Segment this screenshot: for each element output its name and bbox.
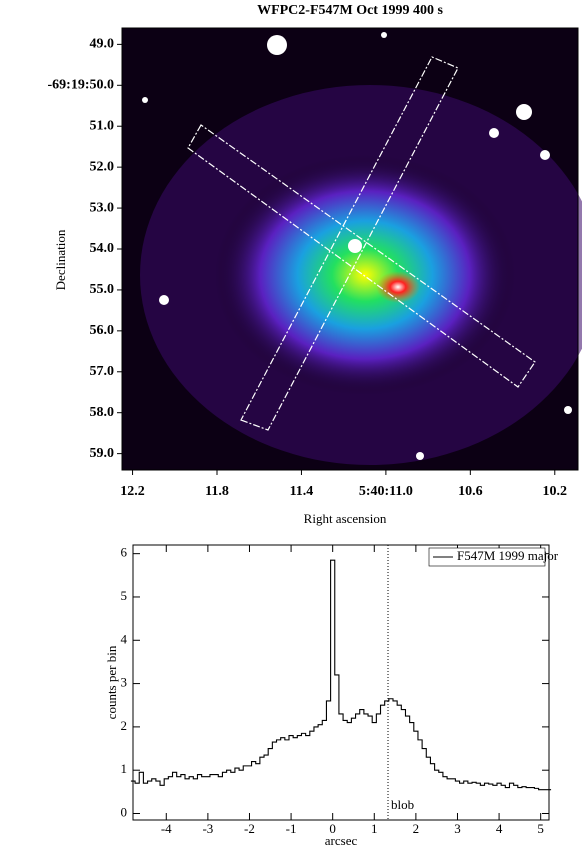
- x-tick-label: 5:40:11.0: [359, 484, 413, 499]
- y-tick-label: 58.0: [90, 405, 115, 420]
- x-tick-label: 10.6: [458, 484, 483, 499]
- y-axis-label: counts per bin: [104, 645, 119, 719]
- sky-image: [121, 27, 582, 471]
- x-tick-label: 12.2: [120, 484, 145, 499]
- step-line: [130, 559, 552, 791]
- y-tick-label: 0: [121, 804, 128, 819]
- x-tick-label: 11.4: [290, 484, 314, 499]
- y-tick-label: 2: [121, 718, 128, 733]
- y-axis-label: Declination: [53, 229, 68, 290]
- y-tick-label: 53.0: [90, 200, 115, 215]
- x-tick-label: -4: [161, 821, 172, 836]
- legend-label: F547M 1999 major: [457, 548, 559, 563]
- x-tick-label: 3: [454, 821, 461, 836]
- y-tick-label: 6: [121, 545, 128, 560]
- x-tick-label: -2: [244, 821, 255, 836]
- x-tick-label: 11.8: [205, 484, 229, 499]
- y-tick-label: 57.0: [90, 364, 115, 379]
- x-tick-label: -3: [202, 821, 213, 836]
- y-tick-label: 56.0: [90, 323, 115, 338]
- x-tick-label: 10.2: [543, 484, 568, 499]
- y-tick-label: 4: [121, 631, 128, 646]
- y-tick-label: 55.0: [90, 282, 115, 297]
- x-tick-label: 2: [413, 821, 420, 836]
- y-tick-label: 1: [121, 761, 128, 776]
- x-tick-label: -1: [286, 821, 297, 836]
- x-tick-label: 0: [329, 821, 336, 836]
- x-tick-label: 4: [496, 821, 503, 836]
- x-tick-label: 5: [537, 821, 544, 836]
- y-tick-label: 3: [121, 675, 128, 690]
- y-tick-label: 51.0: [90, 118, 115, 133]
- legend-box: [428, 547, 546, 567]
- chart-title: WFPC2-F547M Oct 1999 400 s: [257, 3, 443, 18]
- x-tick-label: 1: [371, 821, 378, 836]
- x-axis-label: arcsec: [325, 833, 358, 848]
- y-tick-label: 52.0: [90, 159, 115, 174]
- x-axis-label: Right ascension: [304, 511, 387, 526]
- y-tick-label: 54.0: [90, 241, 115, 256]
- plot-frame: [132, 544, 550, 821]
- y-tick-label: 5: [121, 588, 128, 603]
- y-tick-label: 59.0: [90, 446, 115, 461]
- marker-label: blob: [391, 797, 414, 812]
- y-tick-label: -69:19:50.0: [48, 78, 115, 93]
- y-tick-label: 49.0: [90, 37, 115, 52]
